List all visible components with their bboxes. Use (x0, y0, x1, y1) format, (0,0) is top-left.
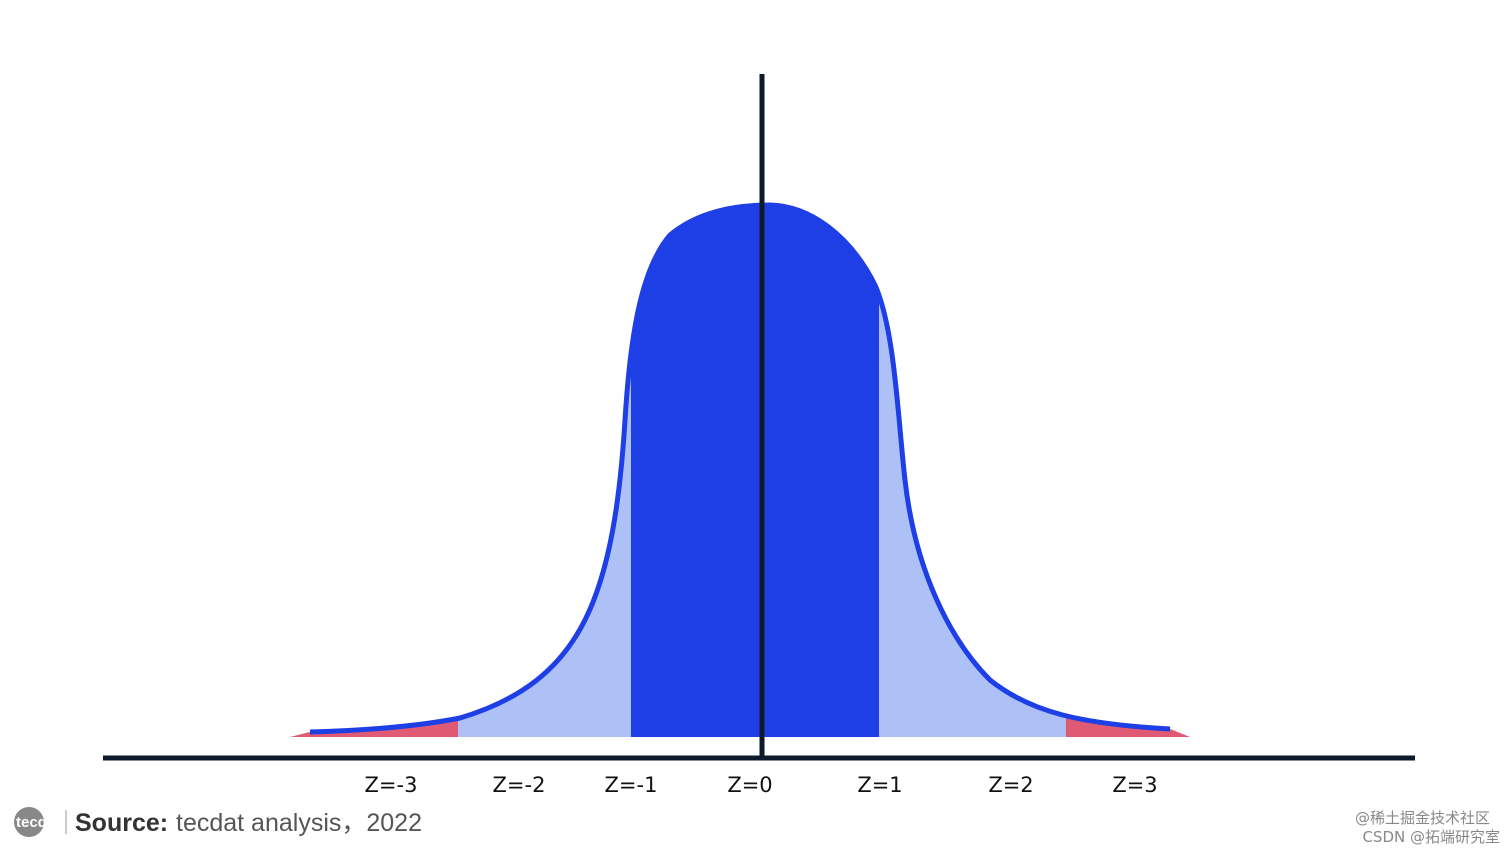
z-label: Z=3 (1112, 773, 1157, 797)
source-label: Source: (75, 809, 168, 837)
curve-area (290, 205, 1190, 737)
z-label: Z=-2 (493, 773, 546, 797)
left-tail (290, 205, 458, 737)
z-label: Z=-3 (365, 773, 418, 797)
logo: tecdat (16, 814, 60, 831)
logo-badge (14, 807, 44, 837)
curve-outline (309, 202, 1171, 735)
source-text: tecdat analysis，2022 (176, 809, 422, 837)
right-tail (1066, 205, 1190, 737)
z-label: Z=2 (988, 773, 1033, 797)
watermark: @稀土掘金技术社区 (1355, 809, 1490, 827)
watermark: CSDN @拓端研究室 (1362, 828, 1500, 846)
z-label: Z=1 (857, 773, 902, 797)
z-label: Z=-1 (605, 773, 658, 797)
dark-area (631, 205, 879, 737)
z-label: Z=0 (727, 773, 772, 797)
